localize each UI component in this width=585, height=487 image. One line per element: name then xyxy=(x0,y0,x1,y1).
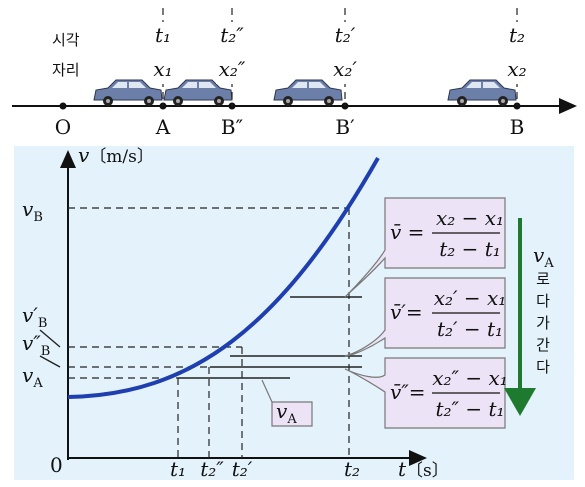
symbol: v xyxy=(22,197,34,221)
time-label: t₁ xyxy=(155,23,171,47)
formula-numerator: x₂″ − x₁ xyxy=(432,366,508,390)
symbol: v″ xyxy=(22,331,41,355)
time-label: t₁ xyxy=(170,457,186,481)
subscript: A xyxy=(286,412,297,427)
side-char: 가 xyxy=(536,314,550,332)
symbol: v xyxy=(22,363,34,387)
timeline: 시각 자리 O A B″ B′ Bt₁ x₁ t₂″ x₂″ t₂′ x₂′ t₂ x₂ xyxy=(12,8,575,139)
formula-denominator: t₂ − t₁ xyxy=(439,237,501,261)
formula-lhs: v̄″= xyxy=(390,380,426,404)
time-label: t₂′ xyxy=(232,457,253,481)
subscript: B xyxy=(41,344,51,359)
point-dot xyxy=(60,103,67,110)
subscript: A xyxy=(32,376,43,391)
unit: 〔s〕 xyxy=(406,461,449,481)
subscript: B xyxy=(33,210,43,225)
formula-lhs: v̄′= xyxy=(390,300,423,324)
row-label: 자리 xyxy=(52,61,80,79)
time-label: t₂ xyxy=(344,457,360,481)
symbol: v xyxy=(276,399,288,423)
origin: 0 xyxy=(50,453,63,477)
point-label: B xyxy=(510,115,525,139)
point-label: B′ xyxy=(335,115,355,139)
side-char: 간 xyxy=(536,336,550,354)
subscript: A xyxy=(543,256,554,271)
formula-numerator: x₂ − x₁ xyxy=(436,206,504,230)
position-label: x₂″ xyxy=(219,57,246,81)
unit: 〔m/s〕 xyxy=(89,147,154,167)
time-label: t₂ xyxy=(509,23,525,47)
position-label: x₁ xyxy=(153,57,172,81)
y-axis-label: v〔m/s〕 xyxy=(78,143,154,167)
time-label: t₂″ xyxy=(220,23,244,47)
formula-numerator: x₂′ − x₁ xyxy=(434,286,507,310)
side-char: 다 xyxy=(536,292,550,310)
row-label: 시각 xyxy=(52,31,80,49)
position-label: x₂ xyxy=(507,57,526,81)
formula-denominator: t₂′ − t₁ xyxy=(437,317,503,341)
symbol: v xyxy=(533,243,545,267)
point-label: B″ xyxy=(221,115,243,139)
formula-denominator: t₂″ − t₁ xyxy=(435,397,504,421)
diagram: 시각 자리 OAB″B′Bt₁x₁t₂″x₂″t₂′x₂′t₂x₂ v〔m/s〕… xyxy=(0,0,585,487)
position-label: x₂′ xyxy=(333,57,357,81)
point-label: A xyxy=(155,115,171,139)
side-char: 다 xyxy=(536,358,550,376)
symbol: v xyxy=(78,143,90,167)
time-label: t₂′ xyxy=(335,23,356,47)
symbol: v′ xyxy=(22,303,38,327)
side-char: 로 xyxy=(536,270,550,288)
point-label: O xyxy=(55,115,71,139)
time-label: t₂″ xyxy=(200,457,224,481)
x-axis-label: t〔s〕 xyxy=(398,457,449,481)
formula-lhs: v̄ = xyxy=(390,220,424,244)
subscript: B xyxy=(38,316,48,331)
